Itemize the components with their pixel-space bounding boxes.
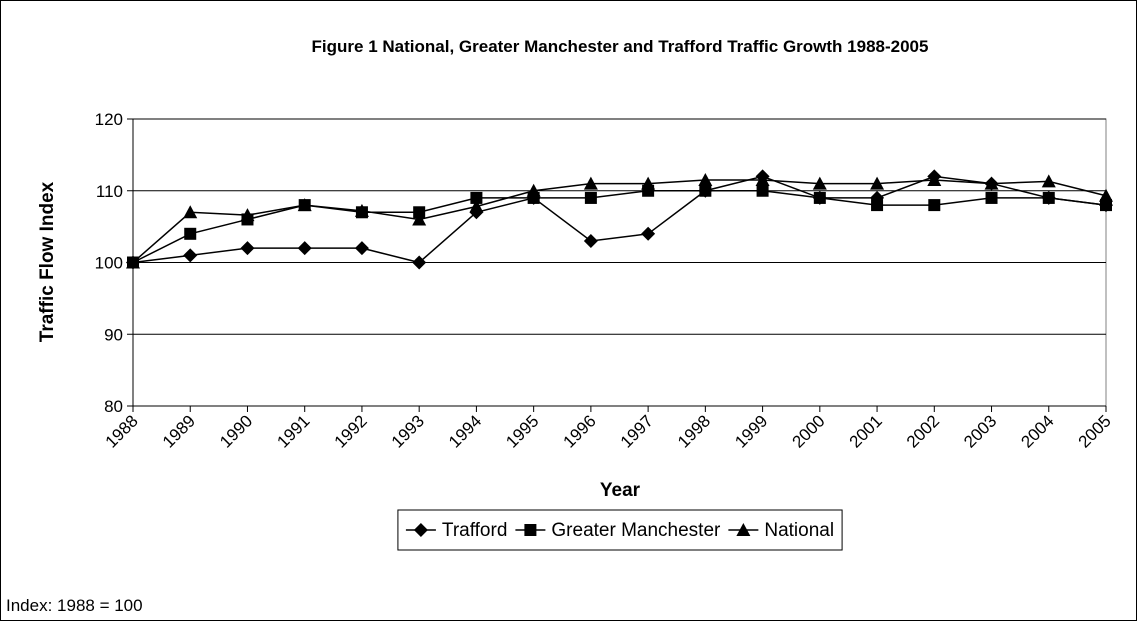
data-point [928, 199, 941, 212]
data-point [413, 206, 426, 219]
data-point [183, 248, 198, 263]
data-point [1100, 199, 1112, 212]
series-line [132, 179, 1107, 264]
x-axis-title: Year [600, 480, 641, 501]
data-point [583, 176, 598, 190]
data-point [412, 255, 427, 270]
data-point [354, 203, 369, 217]
data-point [756, 184, 769, 197]
data-point [699, 184, 712, 197]
data-point [184, 227, 197, 240]
legend: Trafford Greater Manchester National [397, 509, 843, 551]
data-point [927, 172, 942, 186]
data-point [1041, 174, 1056, 188]
y-tick-label: 80 [104, 397, 123, 416]
y-tick-label: 110 [96, 182, 123, 201]
data-point [583, 233, 598, 248]
legend-label: Greater Manchester [551, 520, 721, 541]
data-point [870, 176, 885, 190]
data-point [985, 191, 998, 204]
data-point [813, 191, 826, 204]
data-point [470, 191, 483, 204]
y-tick-label: 90 [104, 325, 123, 344]
data-point [412, 212, 427, 226]
data-point [526, 183, 541, 197]
data-point [126, 255, 140, 269]
legend-label: National [764, 520, 834, 541]
data-point [641, 226, 656, 241]
y-tick-label: 100 [95, 254, 123, 273]
data-point [755, 172, 770, 186]
chart-title: Figure 1 National, Greater Manchester an… [312, 37, 929, 56]
data-point [183, 205, 198, 219]
data-point [354, 241, 369, 256]
data-point [871, 199, 884, 212]
legend-marker [736, 523, 751, 536]
legend-marker [524, 524, 537, 536]
series-line [132, 175, 1107, 264]
data-point [698, 172, 713, 186]
data-point [1099, 188, 1113, 202]
data-point [240, 241, 255, 256]
legend-label: Trafford [442, 520, 507, 541]
data-point [812, 176, 827, 190]
data-point [984, 176, 999, 190]
y-axis-title: Traffic Flow Index [37, 181, 58, 342]
legend-marker [413, 523, 428, 537]
note: Index: 1988 = 100 [6, 596, 143, 615]
legend-box [397, 509, 843, 551]
data-point [297, 241, 312, 256]
data-point [1042, 191, 1055, 204]
y-tick-label: 120 [95, 110, 123, 129]
data-point [641, 176, 656, 190]
data-point [240, 208, 255, 222]
data-point [297, 198, 312, 212]
data-point [584, 191, 597, 204]
data-point [469, 199, 484, 213]
